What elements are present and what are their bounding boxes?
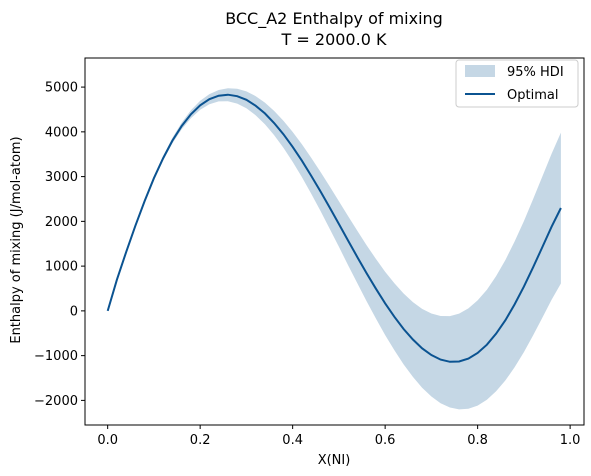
x-axis: 0.0 0.2 0.4 0.6 0.8 1.0 — [97, 425, 580, 448]
y-tick-label: 3000 — [45, 170, 78, 185]
x-tick-label: 0.0 — [97, 433, 118, 448]
y-tick-label: 2000 — [45, 215, 78, 230]
y-axis: −2000 −1000 0 1000 2000 3000 4000 5000 — [34, 81, 85, 409]
optimal-line — [106, 93, 562, 363]
y-axis-label: Enthalpy of mixing (J/mol-atom) — [9, 136, 24, 343]
y-tick-label: 1000 — [45, 260, 78, 275]
x-tick-label: 0.4 — [282, 433, 303, 448]
legend-swatch-hdi — [465, 65, 495, 77]
x-axis-label: X(NI) — [318, 453, 351, 468]
y-tick-label: −2000 — [34, 394, 78, 409]
plot-frame — [84, 57, 585, 426]
legend-label-optimal: Optimal — [507, 88, 558, 103]
chart-subtitle: T = 2000.0 K — [281, 30, 387, 49]
legend: 95% HDI Optimal — [455, 59, 579, 108]
legend-label-hdi: 95% HDI — [507, 65, 564, 80]
x-tick-label: 0.2 — [190, 433, 211, 448]
x-tick-label: 0.8 — [467, 433, 488, 448]
y-tick-label: 5000 — [45, 81, 78, 96]
chart-title: BCC_A2 Enthalpy of mixing — [225, 9, 443, 29]
y-tick-label: −1000 — [34, 349, 78, 364]
y-tick-label: 4000 — [45, 125, 78, 140]
x-tick-label: 0.6 — [375, 433, 396, 448]
x-tick-label: 1.0 — [560, 433, 581, 448]
hdi-band — [107, 88, 561, 410]
y-tick-label: 0 — [70, 304, 78, 319]
plot-area — [106, 88, 562, 410]
